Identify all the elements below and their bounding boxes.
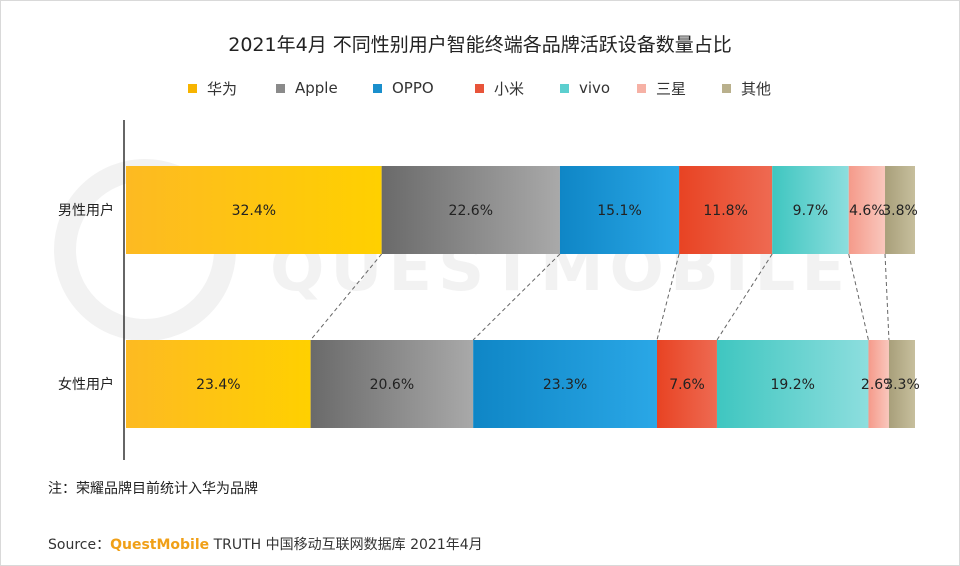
bar-segment <box>559 166 680 254</box>
connector-line <box>884 253 890 341</box>
connector-line <box>656 253 680 341</box>
legend-item: vivo <box>560 76 610 100</box>
data-label: 19.2% <box>770 377 814 393</box>
data-label: 3.3% <box>884 377 920 393</box>
connector-line <box>848 253 869 341</box>
legend-label: 其他 <box>741 79 772 98</box>
data-label: 9.7% <box>793 203 829 219</box>
chart-title: 2021年4月 不同性别用户智能终端各品牌活跃设备数量占比 <box>228 34 732 56</box>
data-label: 2.6% <box>861 377 897 393</box>
bar-segment <box>848 166 886 254</box>
bar-segment <box>381 166 560 254</box>
legend-swatch <box>722 83 731 93</box>
source-rest: TRUTH 中国移动互联网数据库 2021年4月 <box>209 537 483 553</box>
bar-segment <box>888 340 915 428</box>
data-label: 20.6% <box>370 377 414 393</box>
category-label: 男性用户 <box>58 202 114 219</box>
bar-segment <box>310 340 474 428</box>
source-brand: QuestMobile <box>110 537 210 553</box>
legend-label: 小米 <box>494 79 525 98</box>
source-prefix: Source： <box>48 537 111 553</box>
legend-item: 其他 <box>722 76 771 100</box>
bar-segment <box>772 166 849 254</box>
category-label: 女性用户 <box>58 376 114 393</box>
data-label: 3.8% <box>882 203 918 219</box>
data-label: 23.4% <box>196 377 240 393</box>
bar-segment <box>868 340 889 428</box>
bar-segment <box>126 340 311 428</box>
legend-label: vivo <box>579 79 611 97</box>
bar-segment <box>716 340 869 428</box>
connector-line <box>310 253 383 341</box>
legend: 华为 Apple OPPO 小米 vivo 三星 其他 <box>0 76 960 100</box>
legend-swatch <box>276 83 285 93</box>
legend-item: OPPO <box>373 76 434 100</box>
bar-segment <box>885 166 915 254</box>
data-label: 22.6% <box>449 203 493 219</box>
legend-label: Apple <box>295 79 338 97</box>
legend-item: 小米 <box>475 76 524 100</box>
legend-label: OPPO <box>392 79 434 97</box>
legend-item: 华为 <box>188 76 237 100</box>
legend-swatch <box>637 83 646 93</box>
data-label: 15.1% <box>597 203 641 219</box>
legend-swatch <box>373 83 382 93</box>
connector-line <box>472 253 561 341</box>
bar-segment <box>473 340 657 428</box>
data-label: 23.3% <box>543 377 587 393</box>
legend-item: 三星 <box>637 76 686 100</box>
bar-segment <box>126 166 382 254</box>
data-label: 7.6% <box>669 377 705 393</box>
legend-swatch <box>475 83 484 93</box>
legend-item: Apple <box>276 76 338 100</box>
legend-swatch <box>560 83 569 93</box>
footnote: 注：荣耀品牌目前统计入华为品牌 <box>48 481 258 497</box>
legend-label: 华为 <box>207 79 238 98</box>
legend-swatch <box>188 83 197 93</box>
source-line: Source：QuestMobile TRUTH 中国移动互联网数据库 2021… <box>48 534 483 554</box>
data-label: 32.4% <box>232 203 276 219</box>
data-label: 4.6% <box>849 203 885 219</box>
bar-segment <box>656 340 717 428</box>
data-label: 11.8% <box>703 203 747 219</box>
bar-segment <box>679 166 773 254</box>
connector-line <box>716 253 773 341</box>
legend-label: 三星 <box>656 79 687 98</box>
